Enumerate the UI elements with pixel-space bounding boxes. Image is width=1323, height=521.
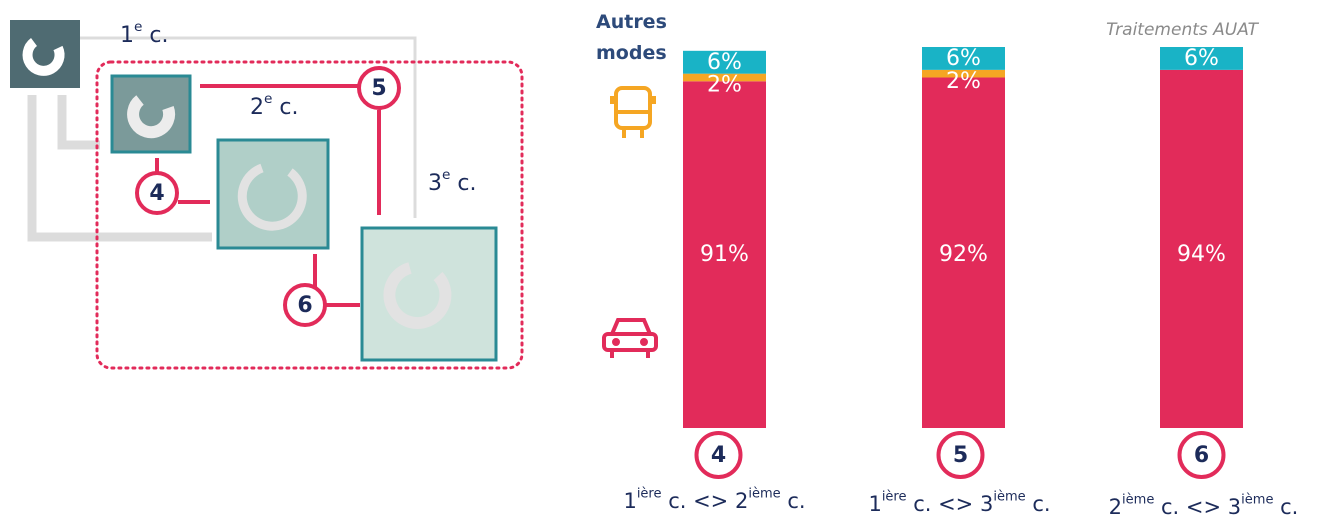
bus-icon xyxy=(610,86,656,138)
text-part: 2 xyxy=(1109,495,1122,517)
text-part: c. xyxy=(450,171,476,196)
text-part: c. xyxy=(142,23,168,48)
marker xyxy=(135,171,179,215)
text-part: 3 xyxy=(428,171,442,196)
marker-number: 4 xyxy=(711,443,726,468)
text-part: c. <> 3 xyxy=(907,492,994,516)
value-label: 6% xyxy=(1184,46,1219,71)
text-part: c. xyxy=(781,489,806,513)
ring-box xyxy=(110,74,192,154)
value-label: 91% xyxy=(700,242,749,267)
superscript: ième xyxy=(1241,492,1273,507)
superscript: e xyxy=(442,167,450,183)
label: 1ière c. <> 3ième c. xyxy=(868,489,1050,516)
bar-segment xyxy=(683,81,766,428)
value-label: 2% xyxy=(707,73,742,98)
marker xyxy=(357,66,401,110)
value-label: 92% xyxy=(939,242,988,267)
ring-icon xyxy=(127,95,176,139)
connector xyxy=(80,36,417,218)
marker xyxy=(694,431,743,479)
text-part: c. xyxy=(1273,495,1298,517)
diagram xyxy=(10,20,524,370)
source: Traitements AUAT xyxy=(1106,20,1260,40)
bar-segment xyxy=(922,69,1005,78)
connector xyxy=(27,95,212,242)
superscript: ième xyxy=(993,489,1025,504)
value-label: 6% xyxy=(707,50,742,75)
label: 2ième c. <> 3ième c. xyxy=(1109,492,1299,517)
ring-box xyxy=(216,138,330,250)
label: 2e c. xyxy=(250,91,298,120)
marker xyxy=(283,283,327,327)
text-part: 1 xyxy=(120,23,134,48)
marker-number: 6 xyxy=(297,293,312,318)
label: 1e c. xyxy=(120,19,168,48)
superscript: ière xyxy=(882,489,907,504)
car-icon xyxy=(602,318,658,358)
links xyxy=(155,84,381,307)
bar-segment xyxy=(1160,69,1243,429)
ring-box xyxy=(360,226,498,362)
zone-border xyxy=(95,60,524,370)
bar-segment xyxy=(922,47,1005,70)
text-part: 2 xyxy=(250,95,264,120)
bar-segment xyxy=(1160,47,1243,70)
connector xyxy=(57,95,100,150)
ring-icon xyxy=(22,37,65,76)
superscript: e xyxy=(134,19,142,35)
bar-segment xyxy=(683,50,766,74)
text-part: c. xyxy=(1026,492,1051,516)
label: 3e c. xyxy=(428,167,476,196)
ring-box xyxy=(10,20,80,88)
value-label: 2% xyxy=(946,69,981,94)
value-label: 94% xyxy=(1177,242,1226,267)
legend-label: Autres modes xyxy=(596,11,667,64)
marker-number: 4 xyxy=(149,181,164,206)
ring-icon xyxy=(383,262,452,329)
text-part: c. <> 2 xyxy=(662,489,749,513)
marker-number: 5 xyxy=(953,443,968,468)
marker xyxy=(1177,431,1226,479)
marker-number: 5 xyxy=(371,76,386,101)
marker-number: 6 xyxy=(1194,443,1209,468)
superscript: ième xyxy=(1122,492,1154,507)
superscript: ière xyxy=(637,486,662,501)
text-part: 1 xyxy=(868,492,881,516)
superscript: e xyxy=(264,91,272,107)
text-part: c. xyxy=(272,95,298,120)
marker xyxy=(936,431,985,479)
text-part: 1 xyxy=(623,489,636,513)
legend-line: modes xyxy=(596,42,667,64)
ring-icon xyxy=(237,163,307,231)
bar-segment xyxy=(922,77,1005,428)
label: 1ière c. <> 2ième c. xyxy=(623,486,805,513)
value-label: 6% xyxy=(946,46,981,71)
legend-line: Autres xyxy=(596,11,667,33)
bar-segment xyxy=(683,73,766,82)
text-part: c. <> 3 xyxy=(1154,495,1241,517)
superscript: ième xyxy=(748,486,780,501)
